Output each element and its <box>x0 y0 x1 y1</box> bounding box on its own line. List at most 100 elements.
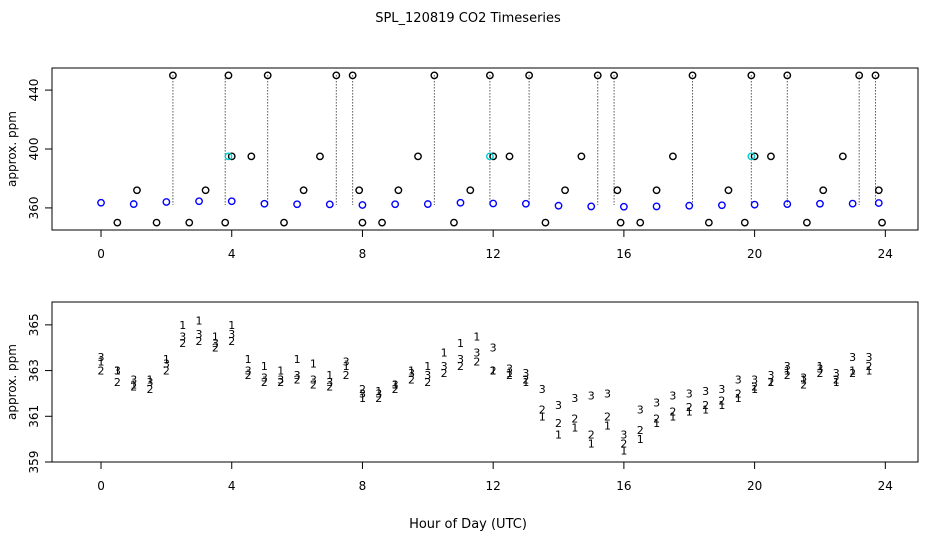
data-point: 1 <box>310 358 317 371</box>
data-point: 2 <box>98 365 105 378</box>
data-point: 2 <box>555 417 562 430</box>
data-point: 3 <box>849 351 856 364</box>
data-point: 1 <box>196 314 203 327</box>
x-tick-label: 12 <box>486 247 501 261</box>
x-tick-label: 0 <box>97 247 105 261</box>
data-point: 1 <box>800 374 807 387</box>
y-tick-label: 361 <box>27 405 41 428</box>
data-point: 1 <box>571 422 578 435</box>
data-point: 3 <box>212 337 219 350</box>
data-point <box>848 199 857 208</box>
data-point: 2 <box>212 342 219 355</box>
data-point: 1 <box>277 365 284 378</box>
data-point: 1 <box>179 319 186 332</box>
data-point: 2 <box>326 381 333 394</box>
data-point: 3 <box>179 330 186 343</box>
data-point: 1 <box>130 378 137 391</box>
data-point: 1 <box>245 353 252 366</box>
data-point <box>113 218 122 227</box>
data-point: 2 <box>669 406 676 419</box>
data-point: 1 <box>457 337 464 350</box>
data-point: 2 <box>604 410 611 423</box>
data-point <box>724 186 733 195</box>
data-point: 1 <box>294 353 301 366</box>
data-point: 2 <box>392 383 399 396</box>
data-point <box>669 152 677 161</box>
data-point: 3 <box>457 353 464 366</box>
data-point <box>195 197 203 206</box>
data-point: 1 <box>865 365 872 378</box>
data-point: 2 <box>751 381 758 394</box>
data-point: 1 <box>392 378 399 391</box>
y-tick-label: 365 <box>27 313 41 336</box>
data-point <box>613 186 622 195</box>
data-point <box>263 71 272 80</box>
y-tick-label: 363 <box>27 359 41 382</box>
data-point <box>783 71 792 80</box>
data-point: 1 <box>490 365 497 378</box>
data-point: 3 <box>490 342 497 355</box>
data-point: 3 <box>604 387 611 400</box>
data-point <box>838 152 847 161</box>
data-point: 2 <box>245 369 252 382</box>
data-point <box>293 200 301 209</box>
data-point <box>783 200 792 208</box>
data-point <box>355 186 364 195</box>
data-point <box>525 71 534 80</box>
data-point <box>227 197 236 206</box>
data-point <box>489 152 498 161</box>
data-point <box>394 186 403 195</box>
data-point: 1 <box>637 433 644 446</box>
x-tick-label: 4 <box>228 247 236 261</box>
data-point: 2 <box>163 365 170 378</box>
data-point: 1 <box>98 355 105 368</box>
data-point: 3 <box>424 369 431 382</box>
data-point: 3 <box>767 369 774 382</box>
panel-top: approx. ppm 0 4 8 12 16 20 24 360 400 440 <box>5 67 919 261</box>
data-point <box>358 201 367 209</box>
data-point: 2 <box>359 383 366 396</box>
data-point <box>466 186 475 195</box>
data-point: 2 <box>833 374 840 387</box>
data-point: 3 <box>800 371 807 384</box>
x-tick-label: 20 <box>747 247 762 261</box>
data-point: 3 <box>718 383 725 396</box>
y-tick-label: 440 <box>27 79 41 102</box>
data-point: 3 <box>686 387 693 400</box>
data-point: 3 <box>571 392 578 405</box>
data-point: 2 <box>539 403 546 416</box>
data-point <box>740 218 749 227</box>
data-point: 3 <box>735 374 742 387</box>
data-point: 2 <box>147 383 154 396</box>
data-point <box>486 152 494 161</box>
data-point <box>152 218 161 227</box>
data-point: 3 <box>473 346 480 359</box>
data-point: 1 <box>669 410 676 423</box>
figure-title: SPL_120819 CO2 Timeseries <box>375 11 561 26</box>
data-point <box>855 71 864 80</box>
data-point: 1 <box>506 367 513 380</box>
data-point: 2 <box>865 360 872 373</box>
data-point: 2 <box>196 335 203 348</box>
plot-frame-bottom <box>51 301 919 463</box>
data-point <box>561 186 569 195</box>
data-point <box>169 71 177 80</box>
x-tick-label: 24 <box>878 247 893 261</box>
data-point <box>414 152 422 161</box>
data-point <box>816 199 824 208</box>
data-point: 3 <box>751 374 758 387</box>
data-point: 2 <box>735 387 742 400</box>
data-point: 2 <box>375 392 382 405</box>
data-point: 2 <box>637 424 644 437</box>
data-point <box>316 152 324 161</box>
data-point <box>652 186 661 195</box>
data-point <box>619 202 628 211</box>
data-point: 1 <box>816 360 823 373</box>
data-point: 1 <box>424 360 431 373</box>
x-tick-label: 20 <box>747 479 762 493</box>
data-point: 2 <box>620 438 627 451</box>
data-point <box>587 202 596 211</box>
data-point: 2 <box>114 376 121 389</box>
data-point <box>391 200 400 209</box>
